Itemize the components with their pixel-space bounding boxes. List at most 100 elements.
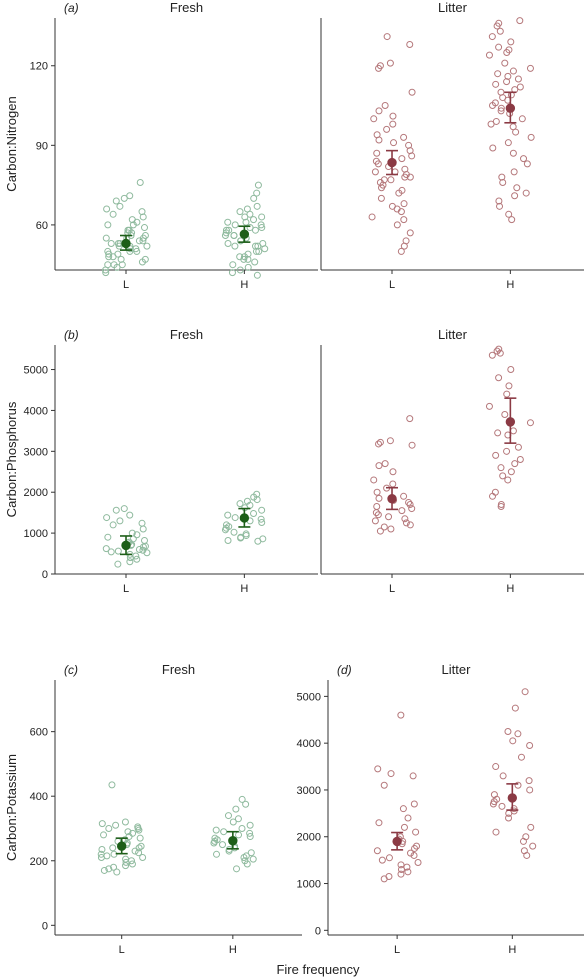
data-point [139, 237, 147, 245]
data-point [387, 770, 395, 778]
mean-point [121, 238, 131, 249]
data-point [507, 38, 515, 46]
data-point [231, 242, 239, 250]
x-tick-label-L: L [119, 944, 125, 956]
data-point [224, 536, 232, 544]
data-point [249, 855, 257, 863]
data-point [495, 374, 503, 382]
data-point [505, 210, 513, 218]
x-tick-label-H: H [508, 944, 516, 956]
y-tick-label-b: 4000 [24, 405, 48, 417]
data-point [526, 742, 534, 750]
data-point [105, 253, 113, 261]
data-point [501, 411, 509, 419]
data-point [218, 841, 226, 849]
data-point [229, 818, 237, 826]
data-point [244, 255, 252, 263]
data-point [375, 136, 383, 144]
data-point [230, 528, 238, 536]
data-point [503, 78, 511, 86]
x-tick-label-H: H [229, 944, 237, 956]
y-tick-label-c: 400 [30, 791, 48, 803]
x-tick-label-H: H [240, 279, 248, 291]
panel-label-a: (a) [64, 1, 79, 15]
data-point [529, 842, 537, 850]
data-point [378, 856, 386, 864]
data-point [243, 860, 251, 868]
data-point [251, 226, 259, 234]
data-point [494, 70, 502, 78]
data-point [246, 821, 254, 829]
data-point [375, 819, 383, 827]
mean-point [121, 540, 131, 551]
data-point [406, 500, 414, 508]
data-point [258, 518, 266, 526]
data-point [409, 772, 417, 780]
y-tick-label-a: 120 [30, 61, 48, 73]
data-point [258, 224, 266, 232]
data-point [406, 415, 414, 423]
y-tick-label-a: 60 [36, 220, 48, 232]
data-point [526, 419, 534, 427]
data-point [404, 868, 412, 876]
data-point [126, 511, 134, 519]
data-point [527, 133, 535, 141]
data-point [137, 842, 145, 850]
mean-point [505, 103, 516, 113]
data-point [134, 824, 142, 832]
data-point [114, 560, 122, 568]
data-point [112, 506, 120, 514]
data-point [131, 847, 139, 855]
data-point [380, 523, 388, 531]
data-point [408, 441, 416, 449]
data-point [501, 59, 509, 67]
data-point [523, 160, 531, 168]
y-axis-label-c: Carbon:Potassium [4, 754, 19, 861]
data-point [400, 200, 408, 208]
data-point [504, 727, 512, 735]
data-point [210, 839, 218, 847]
data-point [370, 476, 378, 484]
data-point [121, 818, 129, 826]
data-point [511, 704, 519, 712]
data-point [126, 558, 134, 566]
y-tick-label-a: 90 [36, 140, 48, 152]
data-point [505, 814, 513, 822]
data-point [213, 850, 221, 858]
panel-d-litter: Litter L H [327, 662, 584, 956]
data-point [117, 255, 125, 263]
data-point [499, 178, 507, 186]
data-point [128, 860, 136, 868]
data-point [492, 80, 500, 88]
data-point [250, 509, 258, 517]
data-point [511, 192, 519, 200]
y-tick-label-b: 3000 [24, 446, 48, 458]
data-point [410, 851, 418, 859]
data-point [110, 863, 118, 871]
data-point [376, 438, 384, 446]
data-point [221, 526, 229, 534]
data-point [385, 513, 393, 521]
data-point [368, 213, 376, 221]
data-point [393, 221, 401, 229]
y-tick-label-c: 200 [30, 856, 48, 868]
data-point [236, 500, 244, 508]
data-point [511, 460, 519, 468]
data-point [120, 505, 128, 513]
x-tick-label-L: L [389, 583, 395, 595]
data-point [514, 75, 522, 83]
data-point [110, 261, 118, 269]
data-point [252, 242, 260, 250]
x-tick-label-L: L [123, 583, 129, 595]
data-point [406, 521, 414, 529]
data-point [374, 511, 382, 519]
data-point [527, 823, 535, 831]
data-point [397, 870, 405, 878]
data-point [135, 545, 143, 553]
panel-title: Litter [438, 327, 468, 342]
data-point [496, 349, 504, 357]
data-point [237, 534, 245, 542]
data-point [509, 427, 517, 435]
data-point [105, 865, 113, 873]
